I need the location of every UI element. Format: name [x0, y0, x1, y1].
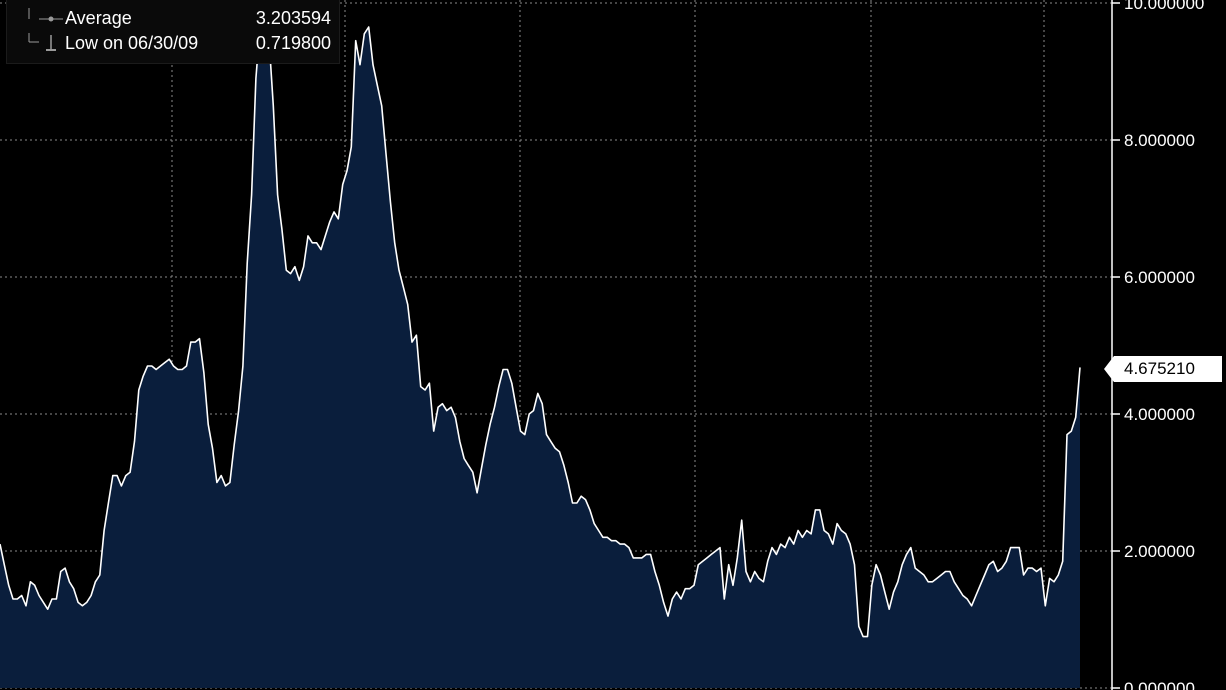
series-area-fill	[0, 0, 1080, 688]
y-tick-label: 8.000000	[1124, 131, 1195, 150]
legend-row-average: Average 3.203594	[15, 8, 337, 30]
y-tick-label: 2.000000	[1124, 542, 1195, 561]
low-marker-icon	[28, 33, 56, 51]
legend-label: Low on 06/30/09	[65, 33, 199, 53]
dot-line-icon	[28, 8, 63, 22]
legend-value: 3.203594	[255, 8, 331, 28]
y-axis-ticks: 0.000000 2.000000 4.000000 6.000000 8.000000…	[1112, 0, 1204, 690]
y-tick-label: 10.000000	[1124, 0, 1204, 13]
chart-legend: Average 3.203594 Low on 06/30/09 0.71980…	[6, 0, 340, 64]
tag-arrow	[1104, 356, 1114, 382]
series-line	[0, 0, 1081, 638]
legend-value: 0.719800	[255, 33, 331, 53]
y-tick-label: 0.000000	[1124, 679, 1195, 690]
y-tick-label: 6.000000	[1124, 268, 1195, 287]
last-value-label: 4.675210	[1124, 359, 1195, 378]
y-tick-label: 4.000000	[1124, 405, 1195, 424]
last-value-tag: 4.675210	[1104, 356, 1222, 382]
legend-row-low: Low on 06/30/09 0.719800	[15, 33, 337, 55]
legend-label: Average	[65, 8, 132, 28]
